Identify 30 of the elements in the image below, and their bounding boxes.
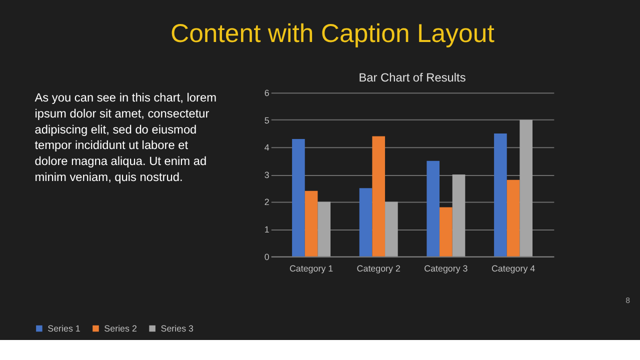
text: As you can see in this chart, lorem ipsum dolor sit amet, consectetur adipiscing elit, sed do eiusmod tempor incididunt ut labore et dolore magna aliqua. Ut enim ad minim veniam, quis nostrud. <box>34 90 217 184</box>
y-tick-label: 0 <box>264 252 270 262</box>
chart-title: Content with Caption Layout <box>170 20 494 48</box>
bar <box>506 180 520 256</box>
y-tick-label: 5 <box>264 115 270 126</box>
y-tick-label: 4 <box>264 142 270 153</box>
legend-label: Series 1 <box>48 323 80 334</box>
bar <box>359 188 372 256</box>
bar <box>452 174 466 256</box>
bar <box>292 138 305 256</box>
y-tick-label: 6 <box>264 88 270 98</box>
bar <box>520 120 533 256</box>
bar <box>304 190 318 256</box>
x-tick-label: Category 4 <box>491 264 536 274</box>
x-tick-label: Category 2 <box>356 264 400 274</box>
chart-subtitle: Bar Chart of Results <box>358 70 466 85</box>
legend-label: Series 2 <box>104 323 137 334</box>
bar <box>440 207 452 256</box>
y-tick-label: 1 <box>264 224 270 235</box>
bar <box>372 136 386 256</box>
bar <box>426 160 440 256</box>
bar <box>385 202 398 256</box>
bar <box>494 134 507 256</box>
text: 8 <box>626 296 631 305</box>
legend-label: Series 3 <box>160 323 194 334</box>
bar <box>318 202 331 256</box>
x-tick-label: Category 1 <box>289 264 334 274</box>
y-tick-label: 2 <box>264 197 270 208</box>
y-tick-label: 3 <box>264 170 270 180</box>
x-tick-label: Category 3 <box>424 264 468 274</box>
